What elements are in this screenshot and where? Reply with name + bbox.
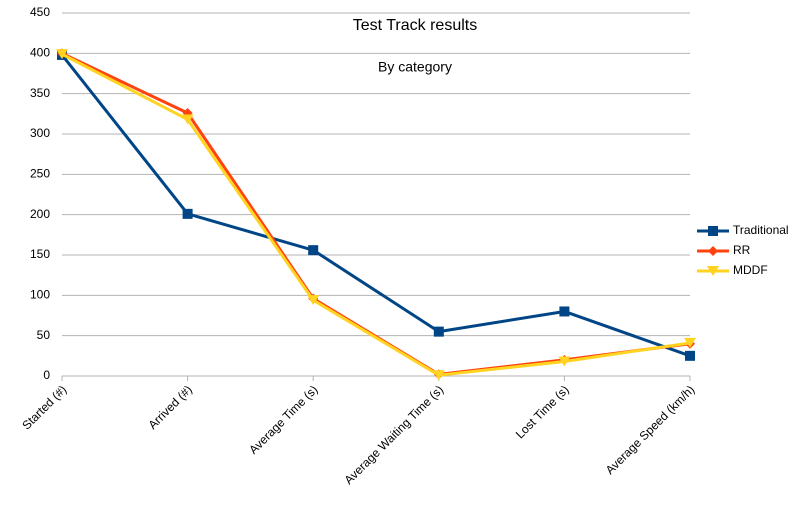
y-tick-label: 150 bbox=[30, 247, 50, 261]
series-line bbox=[61, 52, 691, 377]
y-tick-label: 350 bbox=[30, 86, 50, 100]
y-tick-label: 300 bbox=[30, 126, 50, 140]
y-tick-label: 50 bbox=[37, 328, 51, 342]
legend-label: RR bbox=[733, 243, 751, 257]
data-point bbox=[181, 114, 194, 125]
legend-label: Traditional bbox=[733, 223, 789, 237]
chart-title: Test Track results bbox=[353, 17, 477, 34]
x-tick-label: Started (#) bbox=[19, 382, 69, 432]
y-tick-label: 0 bbox=[43, 368, 50, 382]
legend-label: MDDF bbox=[733, 263, 768, 277]
data-point bbox=[182, 208, 193, 219]
data-point bbox=[685, 350, 695, 361]
data-point bbox=[307, 295, 320, 306]
x-tick-label: Lost Time (s) bbox=[513, 382, 572, 441]
data-point bbox=[433, 326, 444, 337]
x-tick-label: Average Waiting Time (s) bbox=[341, 382, 446, 487]
series-line bbox=[60, 54, 691, 358]
chart-subtitle: By category bbox=[378, 59, 452, 75]
y-tick-label: 250 bbox=[30, 167, 50, 181]
y-tick-label: 200 bbox=[30, 207, 50, 221]
y-tick-label: 100 bbox=[30, 288, 50, 302]
legend-marker bbox=[708, 246, 718, 256]
legend-marker bbox=[708, 226, 718, 236]
y-tick-label: 450 bbox=[30, 5, 50, 19]
y-tick-label: 400 bbox=[30, 46, 50, 60]
data-point bbox=[559, 306, 570, 317]
data-point bbox=[558, 356, 571, 367]
x-tick-label: Arrived (#) bbox=[145, 382, 195, 432]
x-tick-label: Average Speed (km/h) bbox=[603, 382, 698, 477]
data-point bbox=[56, 49, 68, 60]
x-tick-label: Average Time (s) bbox=[246, 382, 320, 456]
data-point bbox=[684, 337, 696, 348]
data-point bbox=[432, 370, 445, 381]
legend-marker bbox=[707, 266, 719, 276]
data-point bbox=[308, 245, 319, 256]
